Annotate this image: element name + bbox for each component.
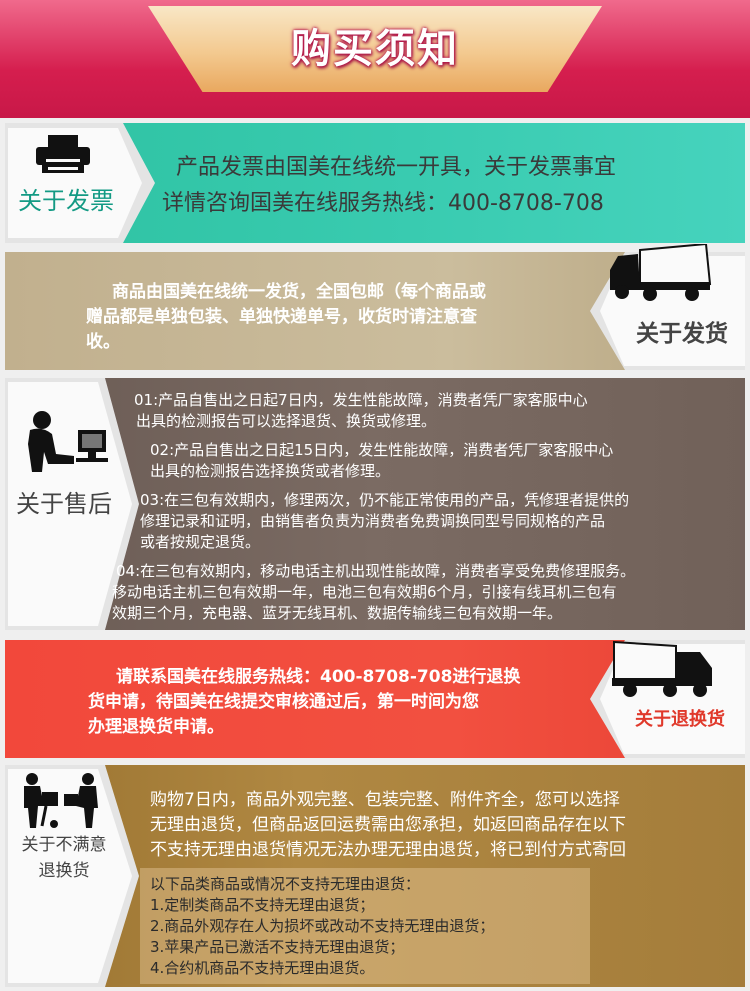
invoice-text: 产品发票由国美在线统一开具，关于发票事宜 详情咨询国美在线服务热线：400-87… <box>162 155 617 216</box>
aftersales-strip <box>105 378 745 630</box>
returns-label: 关于退换货 <box>635 709 725 730</box>
truck-icon <box>610 640 716 702</box>
shipping-strip <box>5 252 625 370</box>
aftersales-item-1: 01:产品自售出之日起7日内，发生性能故障，消费者凭厂家客服中心 出具的检测报告… <box>134 391 588 430</box>
title-ribbon <box>148 6 602 92</box>
list-item: 3.苹果产品已激活不支持无理由退货； <box>150 938 405 956</box>
shipping-text: 商品由国美在线统一发货，全国包邮（每个商品或 赠品都是单独包装、单独快递单号，收… <box>86 282 486 352</box>
list-item: 1.定制类商品不支持无理由退货； <box>150 896 375 914</box>
computer-user-icon <box>22 408 112 480</box>
no-reason-label: 关于不满意 退换货 <box>21 835 107 881</box>
aftersales-item-2: 02:产品自售出之日起15日内，发生性能故障，消费者凭厂家客服中心 出具的检测报… <box>150 441 614 480</box>
list-title: 以下品类商品或情况不支持无理由退货： <box>150 875 421 893</box>
no-reason-text: 购物7日内，商品外观完整、包装完整、附件齐全，您可以选择 无理由退货，但商品返回… <box>150 790 626 860</box>
returns-strip <box>5 640 625 758</box>
printer-icon <box>34 133 92 177</box>
invoice-label: 关于发票 <box>18 187 114 215</box>
returns-text: 请联系国美在线服务热线：400-8708-708进行退换 货申请，待国美在线提交… <box>88 667 521 737</box>
no-reason-strip <box>105 765 745 987</box>
delivery-people-icon <box>18 772 104 830</box>
aftersales-item-4: 04:在三包有效期内，移动电话主机出现性能故障，消费者享受免费修理服务。 移动电… <box>112 562 636 622</box>
list-item: 2.商品外观存在人为损坏或改动不支持无理由退货； <box>150 917 495 935</box>
page-title: 购买须知 <box>291 26 459 72</box>
truck-icon <box>606 244 712 306</box>
list-item: 4.合约机商品不支持无理由退货。 <box>150 959 375 977</box>
shipping-label: 关于发货 <box>636 321 728 347</box>
aftersales-label: 关于售后 <box>16 490 112 518</box>
aftersales-item-3: 03:在三包有效期内，修理两次，仍不能正常使用的产品，凭修理者提供的 修理记录和… <box>140 491 630 551</box>
no-reason-exclusions-list: 以下品类商品或情况不支持无理由退货： 1.定制类商品不支持无理由退货； 2.商品… <box>140 868 590 984</box>
invoice-strip <box>123 123 745 243</box>
